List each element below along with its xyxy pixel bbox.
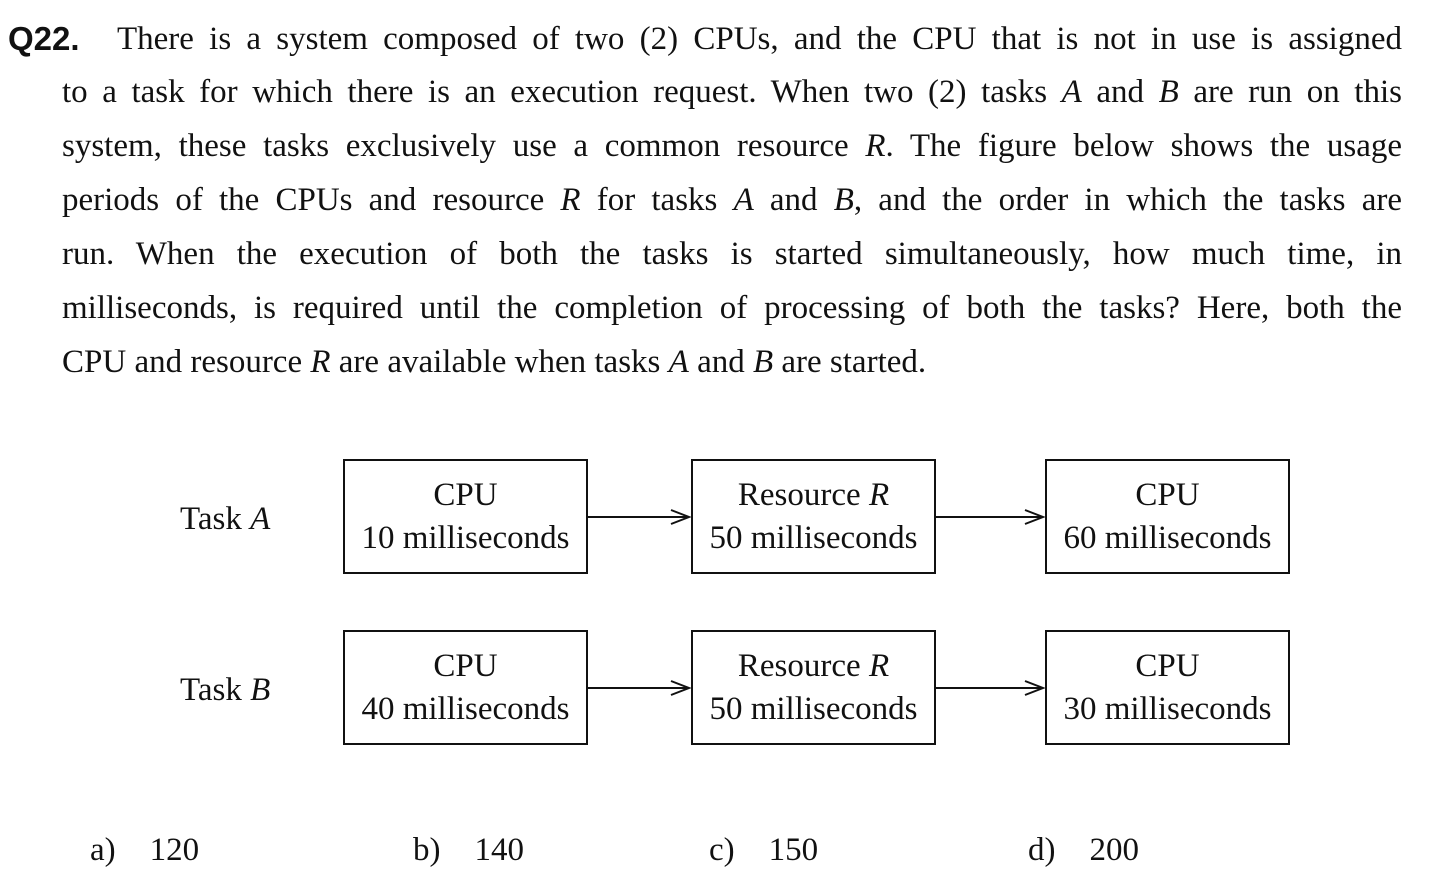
option-a[interactable]: a) 120 <box>90 828 199 872</box>
task-label-text: Task <box>180 501 251 537</box>
question-text: and <box>1081 74 1159 110</box>
question-text: , and the order in which the tasks are <box>853 182 1402 218</box>
step-resource: CPU <box>433 474 497 517</box>
task-b-step-3-box: CPU 30 milliseconds <box>1045 630 1290 745</box>
step-resource-text: CPU <box>1135 647 1200 684</box>
step-resource: CPU <box>433 645 497 688</box>
step-resource: CPU <box>1135 645 1199 688</box>
var-b: B <box>1158 74 1179 110</box>
arrow-head-a-1 <box>670 509 692 525</box>
option-value: 120 <box>149 832 200 868</box>
step-duration: 50 milliseconds <box>709 519 918 556</box>
task-a-step-2-box: Resource R 50 milliseconds <box>691 459 936 574</box>
step-resource: CPU <box>1135 474 1199 517</box>
question-text: for tasks <box>580 182 734 218</box>
question-line-2: to a task for which there is an executio… <box>62 67 1402 117</box>
task-b-step-2-box: Resource R 50 milliseconds <box>691 630 936 745</box>
step-duration: 60 milliseconds <box>1063 519 1272 556</box>
arrow-head-b-1 <box>670 680 692 696</box>
question-text: are run on this <box>1178 74 1402 110</box>
option-value: 200 <box>1089 832 1140 868</box>
option-letter: d) <box>1028 832 1056 868</box>
question-line-4: periods of the CPUs and resource R for t… <box>62 175 1402 225</box>
step-resource: Resource R <box>738 645 889 688</box>
question-number: Q22. <box>8 20 80 57</box>
task-a-label: Task A <box>180 499 270 539</box>
task-a-step-1-box: CPU 10 milliseconds <box>343 459 588 574</box>
step-resource-text: CPU <box>433 476 498 513</box>
step-resource-text: CPU <box>1135 476 1200 513</box>
question-text: . The figure below shows the usage <box>885 128 1402 164</box>
question-text: and <box>753 182 834 218</box>
question-text: are started. <box>773 344 927 380</box>
task-b-label: Task B <box>180 670 270 710</box>
step-resource-text: Resource <box>737 476 869 513</box>
option-value: 140 <box>474 832 525 868</box>
var-a: A <box>668 344 689 380</box>
question-line-7: CPU and resource R are available when ta… <box>62 337 926 387</box>
var-a: A <box>733 182 754 218</box>
option-letter: c) <box>709 832 735 868</box>
step-resource: Resource R <box>738 474 889 517</box>
task-label-var: B <box>250 672 271 708</box>
question-text: periods of the CPUs and resource <box>62 182 561 218</box>
question-line-3: system, these tasks exclusively use a co… <box>62 121 1402 171</box>
var-b: B <box>752 344 774 380</box>
option-b[interactable]: b) 140 <box>413 828 524 872</box>
option-letter: a) <box>90 832 116 868</box>
step-duration: 10 milliseconds <box>361 519 570 556</box>
option-c[interactable]: c) 150 <box>709 828 818 872</box>
question-text: CPU and resource <box>62 344 311 380</box>
var-r: R <box>560 182 581 218</box>
task-b-step-1-box: CPU 40 milliseconds <box>343 630 588 745</box>
task-a-step-3-box: CPU 60 milliseconds <box>1045 459 1290 574</box>
question-text: system, these tasks exclusively use a co… <box>62 128 866 164</box>
task-label-text: Task <box>180 672 251 708</box>
question-text: to a task for which there is an executio… <box>62 74 1062 110</box>
var-r: R <box>310 344 331 380</box>
question-line-6: milliseconds, is required until the comp… <box>62 290 1402 326</box>
arrow-head-a-2 <box>1024 509 1046 525</box>
step-duration: 50 milliseconds <box>709 690 918 727</box>
question-text: and <box>688 344 753 380</box>
var-a: A <box>1061 74 1082 110</box>
step-resource-text: CPU <box>433 647 498 684</box>
var-r: R <box>865 128 886 164</box>
question-text: are available when tasks <box>330 344 669 380</box>
question-line-5: run. When the execution of both the task… <box>62 236 1402 272</box>
arrow-head-b-2 <box>1024 680 1046 696</box>
var-b: B <box>833 182 854 218</box>
step-resource-text: Resource <box>737 647 869 684</box>
option-d[interactable]: d) 200 <box>1028 828 1139 872</box>
step-resource-var: R <box>868 476 890 513</box>
step-resource-var: R <box>868 647 890 684</box>
option-letter: b) <box>413 832 441 868</box>
option-value: 150 <box>768 832 819 868</box>
step-duration: 40 milliseconds <box>361 690 570 727</box>
task-label-var: A <box>250 501 271 537</box>
question-line-1: There is a system composed of two (2) CP… <box>117 21 1402 57</box>
step-duration: 30 milliseconds <box>1063 690 1272 727</box>
